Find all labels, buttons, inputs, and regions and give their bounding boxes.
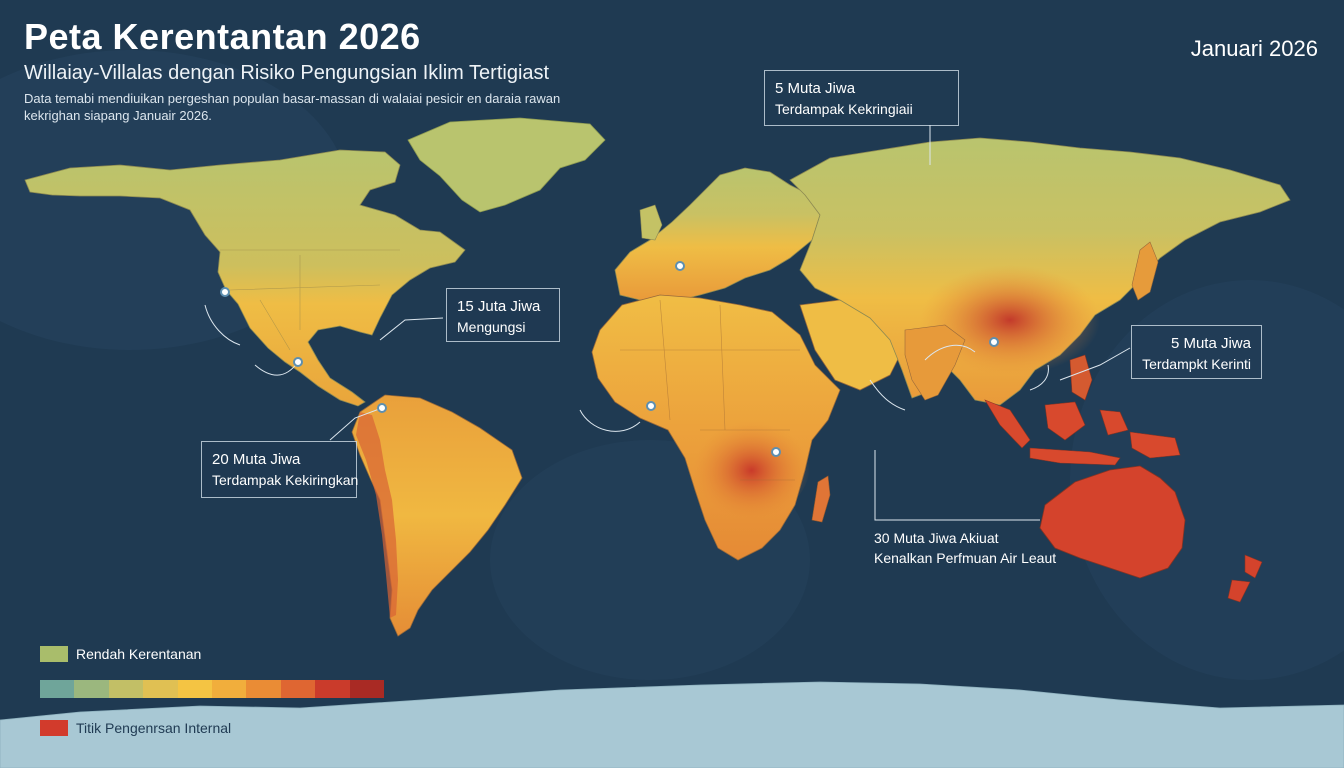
india	[904, 324, 966, 401]
callout-value: 5 Muta Jiwa	[1170, 335, 1251, 352]
madagascar	[811, 475, 831, 523]
hotspot-marker	[989, 337, 999, 347]
callout-value: 30 Muta Jiwa Akiuat	[874, 530, 999, 546]
callout-value: 20 Muta Jiwa	[212, 451, 301, 468]
north-america	[24, 149, 466, 407]
philippines	[1069, 354, 1093, 401]
scale-step	[108, 680, 144, 698]
hotspot-marker	[293, 357, 303, 367]
callout-atlantic: 15 Juta Jiwa Mengungsi	[446, 288, 560, 342]
legend-low-swatch	[40, 646, 68, 662]
migration-arrow	[579, 409, 641, 432]
legend-high-label: Titik Pengenrsan Internal	[76, 720, 232, 736]
callout-value: 15 Juta Jiwa	[457, 298, 541, 315]
scale-step	[211, 680, 247, 698]
description-line: Data temabi mendiuikan pergeshan populan…	[24, 91, 561, 106]
callout-southeast-asia: 5 Muta Jiwa Terdampkt Kerinti	[1131, 325, 1262, 379]
callout-value: 5 Muta Jiwa	[775, 80, 856, 97]
scale-step	[74, 680, 109, 698]
callout-north-asia: 5 Muta Jiwa Terdampak Kekringiaii	[764, 70, 959, 126]
africa-hotspot	[680, 410, 810, 520]
hotspot-marker	[675, 261, 685, 271]
new-zealand	[1227, 554, 1263, 603]
callout-label: Kenalkan Perfmuan Air Leaut	[874, 550, 1057, 566]
callout-oceania: 30 Muta Jiwa Akiuat Kenalkan Perfmuan Ai…	[874, 528, 1056, 568]
map-title: Peta Kerentantan 2026	[24, 16, 421, 57]
migration-arrow	[204, 304, 241, 346]
vulnerability-scale	[40, 680, 384, 698]
legend-low-label: Rendah Kerentanan	[76, 646, 202, 662]
legend-low: Rendah Kerentanan	[40, 646, 201, 662]
migration-arrow	[924, 344, 976, 361]
antarctica	[0, 681, 1344, 768]
australia	[1039, 465, 1186, 579]
map-subtitle: Willaiay-Villalas dengan Risiko Pengungs…	[24, 62, 550, 84]
scale-step	[143, 680, 178, 698]
scale-step	[40, 680, 75, 698]
great-britain	[639, 204, 663, 241]
migration-arrow	[1029, 364, 1049, 391]
north-america-interior	[220, 249, 400, 351]
scale-step	[315, 680, 350, 698]
leader-south-america	[329, 407, 383, 441]
hotspot-marker	[771, 447, 781, 457]
map-description: Data temabi mendiuikan pergeshan populan…	[24, 90, 604, 124]
callout-label: Terdampak Kekiringkan	[212, 472, 359, 488]
scale-step	[246, 680, 281, 698]
callout-south-america: 20 Muta Jiwa Terdampak Kekiringkan	[201, 441, 359, 498]
migration-arrow	[869, 379, 906, 411]
south-america-west-coast	[356, 412, 398, 618]
ocean-shading	[1070, 280, 1344, 680]
legend-high-swatch	[40, 720, 68, 736]
scale-step	[177, 680, 212, 698]
hotspot-marker	[377, 403, 387, 413]
japan	[1131, 241, 1159, 301]
hotspot-markers	[220, 261, 999, 457]
legend-high: Titik Pengenrsan Internal	[40, 720, 231, 736]
leader-southeast-asia	[1059, 347, 1131, 381]
hotspot-marker	[220, 287, 230, 297]
callout-label: Terdampkt Kerinti	[1142, 356, 1251, 372]
leader-lines	[204, 125, 1131, 521]
description-line: kekrighan siapang Januair 2026.	[24, 108, 212, 123]
callout-label: Terdampak Kekringiaii	[775, 101, 913, 117]
date-label: Januari 2026	[1190, 36, 1318, 61]
scale-step	[280, 680, 316, 698]
hotspot-marker	[646, 401, 656, 411]
africa-borders	[620, 299, 800, 481]
leader-atlantic	[379, 317, 444, 341]
migration-arrow	[254, 361, 299, 376]
greenland	[407, 117, 606, 213]
callout-label: Mengungsi	[457, 319, 526, 335]
leader-oceania	[874, 450, 1040, 521]
indonesia	[984, 399, 1181, 466]
scale-step	[349, 680, 384, 698]
south-asia-hotspot	[920, 265, 1100, 375]
